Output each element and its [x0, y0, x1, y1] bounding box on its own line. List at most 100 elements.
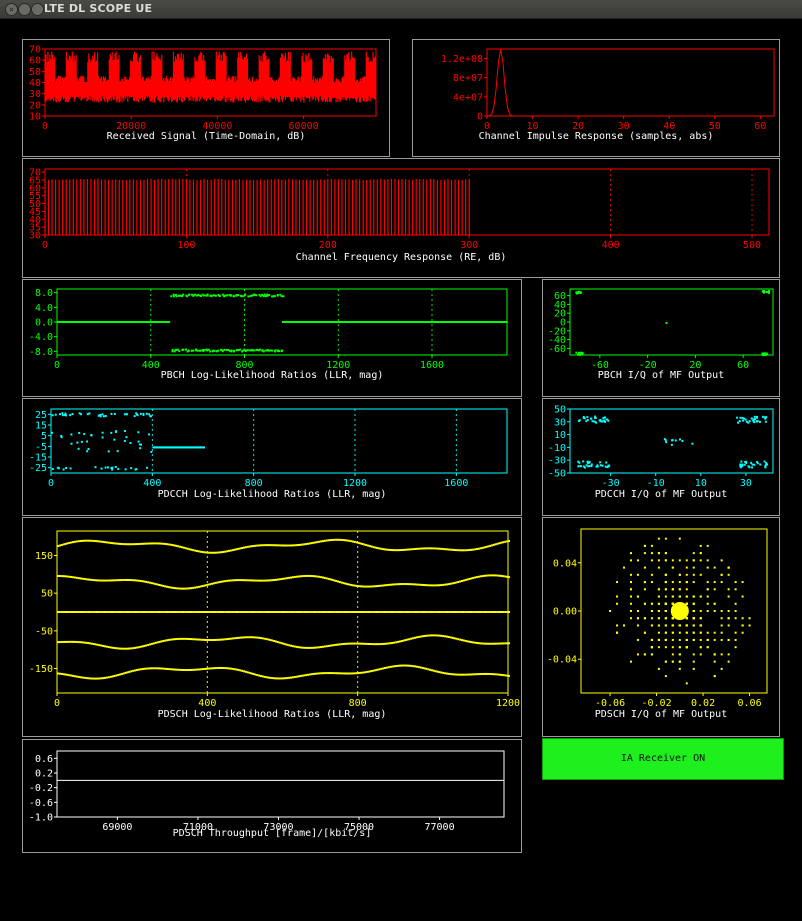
minimize-window-icon[interactable]: [18, 3, 31, 16]
y-tick-label: 70: [29, 168, 41, 179]
y-tick-label: 50: [41, 589, 53, 600]
y-tick-label: -4.0: [29, 332, 53, 343]
y-tick-label: 40: [554, 300, 566, 311]
pdsch-throughput-svg: 69000 71000 73000 75000 77000 0.6 0.2 -0.2 -0.6 -…: [29, 750, 505, 833]
x-tick-label: -10: [647, 478, 665, 489]
pdsch-throughput-caption: PDSCH Throughput [frame]/[kbit/s]: [172, 828, 372, 839]
x-tick-label: -20: [639, 360, 657, 371]
y-tick-label: -150: [29, 664, 53, 675]
close-window-icon[interactable]: ×: [5, 3, 18, 16]
received-signal-caption: Received Signal (Time-Domain, dB): [106, 131, 306, 142]
x-tick-label: 0: [42, 121, 48, 132]
y-tick-label: -60: [548, 344, 566, 355]
y-tick-label: -40: [548, 335, 566, 346]
pdcch-iq-marks: [577, 415, 769, 469]
x-tick-label: 0: [42, 240, 48, 251]
y-tick-label: 20: [29, 100, 41, 111]
pbch-iq-panel: -60 -20 20 60 60 40 20 0 -20 -40 -60 PBCH I/Q of MF…: [542, 279, 780, 397]
x-tick-label: 100: [177, 240, 195, 251]
pdcch-llr-marks: [51, 412, 205, 471]
pbch-llr-marks: [57, 293, 508, 353]
x-tick-label: 800: [245, 478, 263, 489]
received-signal-panel: 0 20000 40000 60000 70 60 50 40 30 20 10 Received S…: [22, 39, 390, 157]
y-tick-label: 0.2: [35, 769, 53, 780]
y-tick-label: 0.04: [553, 558, 577, 569]
x-tick-label: 1600: [420, 360, 444, 371]
pbch-iq-plot-frame: [569, 288, 774, 356]
channel-impulse-response-svg: 0 10 20 30 40 50 60 1.2e+08 8e+07 4e+07 0: [441, 48, 775, 132]
y-tick-label: 60: [554, 291, 566, 302]
y-tick-label: 40: [29, 215, 41, 226]
ia-receiver-toggle-button[interactable]: IA Receiver ON: [542, 738, 784, 780]
x-tick-label: 60: [737, 360, 749, 371]
x-tick-label: 77000: [425, 822, 455, 833]
y-tick-label: 30: [29, 89, 41, 100]
x-tick-label: 200: [319, 240, 337, 251]
x-tick-label: 10: [527, 121, 539, 132]
pdsch-llr-svg: 0 400 800 1200 150 50 -50 -150: [29, 530, 520, 709]
window-titlebar: × LTE DL SCOPE UE: [0, 0, 802, 19]
pdsch-iq-svg: -0.06 -0.02 0.02 0.06 0.04 0.00 -0.04: [547, 528, 768, 709]
pdsch-llr-marks: [57, 538, 510, 680]
y-tick-label: -20: [548, 326, 566, 337]
y-tick-label: 15: [35, 421, 47, 432]
y-tick-label: 30: [29, 231, 41, 242]
y-tick-label: -50: [35, 626, 53, 637]
pdcch-llr-caption: PDCCH Log-Likelihood Ratios (LLR, mag): [157, 489, 387, 500]
x-tick-label: 300: [460, 240, 478, 251]
pbch-llr-panel: 0 400 800 1200 1600 8.0 4.0 0.0 -4.0 -8.0 PBCH Log…: [22, 279, 522, 397]
x-tick-label: 800: [349, 698, 367, 709]
x-tick-label: 69000: [102, 822, 132, 833]
x-tick-label: -0.06: [595, 698, 625, 709]
x-tick-label: -60: [591, 360, 609, 371]
channel-frequency-response-panel: 0 100 200 300 400 500 70 65 60 55 50 45 40 35 30 Channe…: [22, 158, 780, 278]
y-tick-label: 65: [29, 176, 41, 187]
x-tick-label: 40000: [202, 121, 232, 132]
maximize-window-icon[interactable]: [31, 3, 44, 16]
channel-impulse-response-panel: 0 10 20 30 40 50 60 1.2e+08 8e+07 4e+07 0 Channel I…: [412, 39, 780, 157]
y-tick-label: 20: [554, 309, 566, 320]
y-tick-label: 35: [29, 223, 41, 234]
y-tick-label: 0.6: [35, 754, 53, 765]
channel-frequency-response-marks: [44, 178, 470, 235]
x-tick-label: 1200: [343, 478, 367, 489]
y-tick-label: 10: [29, 112, 41, 123]
x-tick-label: 0: [54, 698, 60, 709]
y-tick-label: -30: [548, 456, 566, 467]
channel-frequency-response-caption: Channel Frequency Response (RE, dB): [295, 252, 507, 263]
y-tick-label: 0: [560, 318, 566, 329]
x-tick-label: 20: [689, 360, 701, 371]
y-tick-label: 4e+07: [453, 92, 483, 103]
pdsch-throughput-panel: 69000 71000 73000 75000 77000 0.6 0.2 -0.2 -0.6 -…: [22, 739, 522, 853]
pdsch-iq-marks: [609, 537, 751, 685]
y-tick-label: 70: [29, 45, 41, 56]
pbch-iq-marks: [575, 289, 771, 357]
x-tick-label: -0.02: [642, 698, 672, 709]
pdcch-llr-panel: 0 400 800 1200 1600 25 15 5 -5 -15 -25 PDCCH Log-Li…: [22, 398, 522, 516]
y-tick-label: 10: [554, 430, 566, 441]
x-tick-label: 400: [602, 240, 620, 251]
x-tick-label: 20000: [116, 121, 146, 132]
y-tick-label: 50: [29, 199, 41, 210]
y-tick-label: 55: [29, 191, 41, 202]
y-tick-label: -25: [29, 463, 47, 474]
pbch-iq-caption: PBCH I/Q of MF Output: [597, 370, 725, 381]
x-tick-label: 1600: [444, 478, 468, 489]
y-tick-label: -0.04: [547, 655, 577, 666]
y-tick-label: -5: [35, 442, 47, 453]
y-tick-label: -1.0: [29, 813, 53, 824]
x-tick-label: 1200: [326, 360, 350, 371]
x-tick-label: 0.06: [738, 698, 762, 709]
y-tick-label: 50: [29, 67, 41, 78]
y-tick-label: 0.0: [35, 318, 53, 329]
x-tick-label: 0: [48, 478, 54, 489]
x-tick-label: 10: [695, 478, 707, 489]
pdcch-iq-caption: PDCCH I/Q of MF Output: [594, 489, 728, 500]
y-tick-label: 40: [29, 78, 41, 89]
y-tick-label: 1.2e+08: [441, 54, 483, 65]
x-tick-label: 71000: [183, 822, 213, 833]
channel-impulse-response-caption: Channel Impulse Response (samples, abs): [478, 131, 714, 142]
